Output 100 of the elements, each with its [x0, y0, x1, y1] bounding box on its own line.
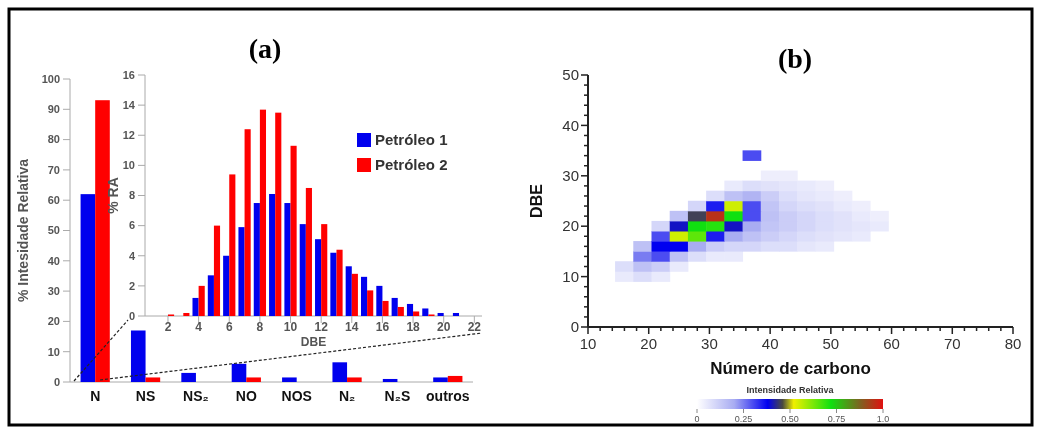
y-tick-label: 4: [128, 249, 136, 262]
bar: [238, 227, 245, 316]
x-tick-label: NS₂: [183, 388, 209, 404]
x-tick-label: 20: [437, 320, 451, 334]
color-bar-label: 0.75: [827, 414, 846, 424]
bar: [223, 255, 230, 316]
bar: [95, 100, 110, 382]
y-tick-label: 100: [41, 72, 60, 85]
y-tick-label: 60: [47, 194, 60, 207]
bar: [299, 224, 306, 316]
bar: [433, 377, 448, 382]
bar: [330, 252, 337, 316]
x-tick-label: N: [90, 388, 101, 404]
x-tick-label: NS: [135, 388, 156, 404]
bar: [332, 362, 348, 382]
bar: [382, 300, 389, 316]
x-tick-label: 10: [579, 335, 597, 352]
bar: [360, 276, 368, 316]
y-tick-label: 80: [47, 133, 60, 146]
bar: [229, 174, 236, 316]
bar: [282, 377, 297, 382]
y-tick-label: 10: [562, 267, 579, 285]
bar: [321, 224, 328, 316]
y-tick-label: 70: [47, 163, 60, 176]
bar: [367, 290, 374, 316]
bar: [198, 285, 205, 316]
x-tick-label: 40: [761, 335, 779, 352]
x-tick-label: 6: [225, 320, 233, 334]
bar: [269, 193, 276, 316]
y-axis-title: % Intesidade Relativa: [15, 158, 31, 303]
bar: [275, 112, 282, 316]
x-axis-title: Número de carbono: [710, 359, 871, 378]
y-tick-label: 30: [47, 284, 60, 297]
y-tick-label: 8: [128, 189, 135, 202]
y-tick-label: 50: [562, 66, 579, 84]
color-bar-label: 0.25: [734, 414, 753, 424]
x-tick-label: 60: [883, 335, 900, 352]
x-tick-label: 50: [822, 335, 840, 352]
x-tick-label: 14: [345, 320, 359, 334]
bar: [437, 312, 444, 316]
bar: [336, 249, 343, 316]
bar: [290, 145, 297, 316]
y-tick-label: 20: [562, 217, 579, 235]
x-tick-label: 2: [164, 320, 172, 334]
x-tick-label: 10: [283, 320, 298, 334]
bar: [145, 377, 161, 382]
bar: [413, 311, 420, 316]
bar: [183, 312, 190, 316]
y-tick-label: 40: [47, 254, 60, 267]
bar: [397, 306, 404, 316]
color-bar-label: 1.0: [876, 414, 890, 424]
bar: [181, 372, 196, 382]
bar: [347, 377, 362, 382]
legend-label: Petróleo 1: [375, 131, 448, 148]
y-axis-title: % RA: [105, 177, 121, 214]
bar: [351, 273, 358, 316]
x-tick-label: 70: [943, 335, 961, 352]
y-tick-label: 2: [128, 279, 135, 292]
x-tick-label: outros: [426, 388, 470, 404]
bar: [246, 377, 261, 382]
x-tick-label: 4: [195, 320, 203, 334]
bar: [244, 129, 251, 316]
bar: [382, 378, 398, 382]
y-tick-label: 12: [122, 129, 135, 142]
y-tick-label: 40: [562, 116, 579, 134]
y-tick-label: 6: [128, 219, 135, 232]
bar: [231, 363, 247, 382]
bar: [345, 266, 352, 316]
bar: [452, 312, 460, 316]
bar: [130, 330, 146, 382]
x-tick-label: NOS: [281, 388, 312, 404]
x-tick-label: 30: [701, 335, 718, 352]
x-tick-label: 12: [314, 320, 329, 334]
x-tick-label: 80: [1004, 335, 1022, 352]
x-tick-label: 8: [256, 320, 264, 334]
color-bar-label: 0: [694, 414, 700, 424]
x-tick-label: N₂S: [384, 388, 411, 404]
y-tick-label: 90: [47, 103, 60, 116]
legend-label: Petróleo 2: [375, 156, 448, 173]
x-tick-label: N₂: [338, 388, 356, 404]
y-tick-label: 0: [128, 309, 135, 322]
bar: [192, 297, 199, 316]
bar: [391, 297, 398, 316]
y-tick-label: 14: [122, 98, 136, 111]
bar: [213, 225, 221, 316]
bar: [207, 275, 214, 316]
bar: [406, 303, 414, 316]
bar: [284, 203, 291, 316]
bar: [376, 285, 383, 316]
bar: [259, 109, 267, 316]
bar: [447, 375, 463, 382]
x-tick-label: 20: [640, 335, 658, 352]
y-tick-label: 0: [570, 318, 579, 336]
y-tick-label: 50: [47, 224, 60, 237]
y-tick-label: 16: [122, 68, 135, 81]
y-tick-label: 30: [562, 167, 579, 185]
chart-title: (b): [777, 43, 813, 74]
bar: [315, 239, 322, 316]
y-tick-label: 10: [122, 159, 135, 172]
x-tick-label: 16: [375, 320, 390, 334]
